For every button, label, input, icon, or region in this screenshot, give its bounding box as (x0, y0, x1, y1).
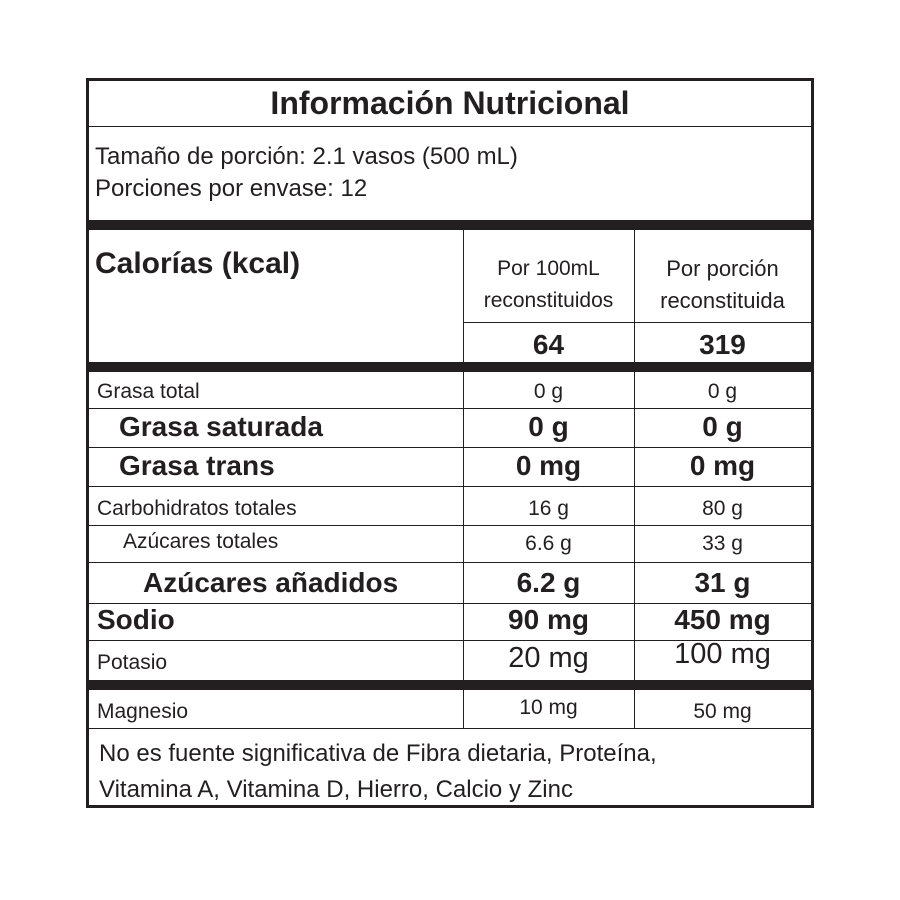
calories-label: Calorías (kcal) (95, 247, 301, 280)
footer-note: No es fuente significativa de Fibra diet… (99, 736, 657, 808)
calories-per-serving: 319 (699, 329, 746, 360)
value-per-serving: 0 g (707, 380, 738, 403)
nutrient-row: Azúcares totales 6.6 g 33 g (89, 526, 811, 562)
value-per-100ml: 10 mg (519, 696, 578, 719)
nutrient-row: Potasio 20 mg 100 mg (89, 638, 811, 681)
nutrient-name: Sodio (97, 604, 175, 635)
nutrient-name: Azúcares añadidos (143, 567, 399, 598)
servings-per-container: Porciones por envase: 12 (95, 175, 368, 202)
nutrient-name: Carbohidratos totales (97, 497, 297, 520)
col1-header: Por 100mL reconstituidos (463, 253, 634, 317)
value-per-100ml: 0 mg (515, 450, 582, 481)
nutrient-row: Sodio 90 mg 450 mg (89, 604, 811, 640)
value-per-serving: 100 mg (674, 638, 771, 670)
value-per-100ml: 20 mg (508, 642, 589, 674)
value-per-serving: 80 g (702, 497, 743, 520)
nutrient-name: Grasa total (97, 380, 200, 403)
value-per-100ml: 0 g (528, 411, 569, 442)
col2-header-line2: reconstituida (660, 288, 785, 313)
value-per-serving: 33 g (702, 532, 743, 555)
nutrient-name: Potasio (97, 651, 168, 674)
value-per-100ml: 90 mg (508, 604, 589, 635)
col2-header: Por porción reconstituida (634, 253, 811, 317)
nutrient-name: Azúcares totales (123, 530, 279, 553)
nutrient-row: Carbohidratos totales 16 g 80 g (89, 487, 811, 525)
nutrient-row: Azúcares añadidos 6.2 g 31 g (89, 563, 811, 603)
value-per-100ml: 6.6 g (525, 532, 572, 555)
col1-header-line1: Por 100mL (497, 257, 600, 280)
nutrition-facts-label: Información Nutricional Tamaño de porció… (86, 78, 814, 808)
col2-header-line1: Por porción (666, 256, 779, 281)
value-per-serving: 50 mg (693, 700, 752, 723)
value-per-100ml: 0 g (533, 380, 564, 403)
nutrient-row: Magnesio 10 mg 50 mg (89, 690, 811, 728)
nutrient-name: Grasa trans (119, 450, 275, 481)
label-title: Información Nutricional (270, 85, 630, 121)
value-per-100ml: 6.2 g (516, 567, 581, 598)
footer-line-2: Vitamina A, Vitamina D, Hierro, Calcio y… (99, 776, 573, 803)
nutrient-row: Grasa total 0 g 0 g (89, 372, 811, 408)
calories-per-100ml: 64 (532, 329, 565, 360)
value-per-100ml: 16 g (528, 497, 569, 520)
col1-header-line2: reconstituidos (483, 289, 614, 312)
nutrient-row: Grasa trans 0 mg 0 mg (89, 448, 811, 486)
value-per-serving: 0 mg (689, 450, 756, 481)
value-per-serving: 31 g (694, 567, 751, 598)
nutrient-name: Magnesio (97, 700, 189, 723)
footer-line-1: No es fuente significativa de Fibra diet… (99, 740, 657, 767)
value-per-serving: 0 g (702, 411, 743, 442)
nutrient-name: Grasa saturada (119, 411, 323, 442)
nutrient-row: Grasa saturada 0 g 0 g (89, 409, 811, 447)
value-per-serving: 450 mg (674, 604, 771, 635)
serving-size: Tamaño de porción: 2.1 vasos (500 mL) (95, 143, 518, 170)
